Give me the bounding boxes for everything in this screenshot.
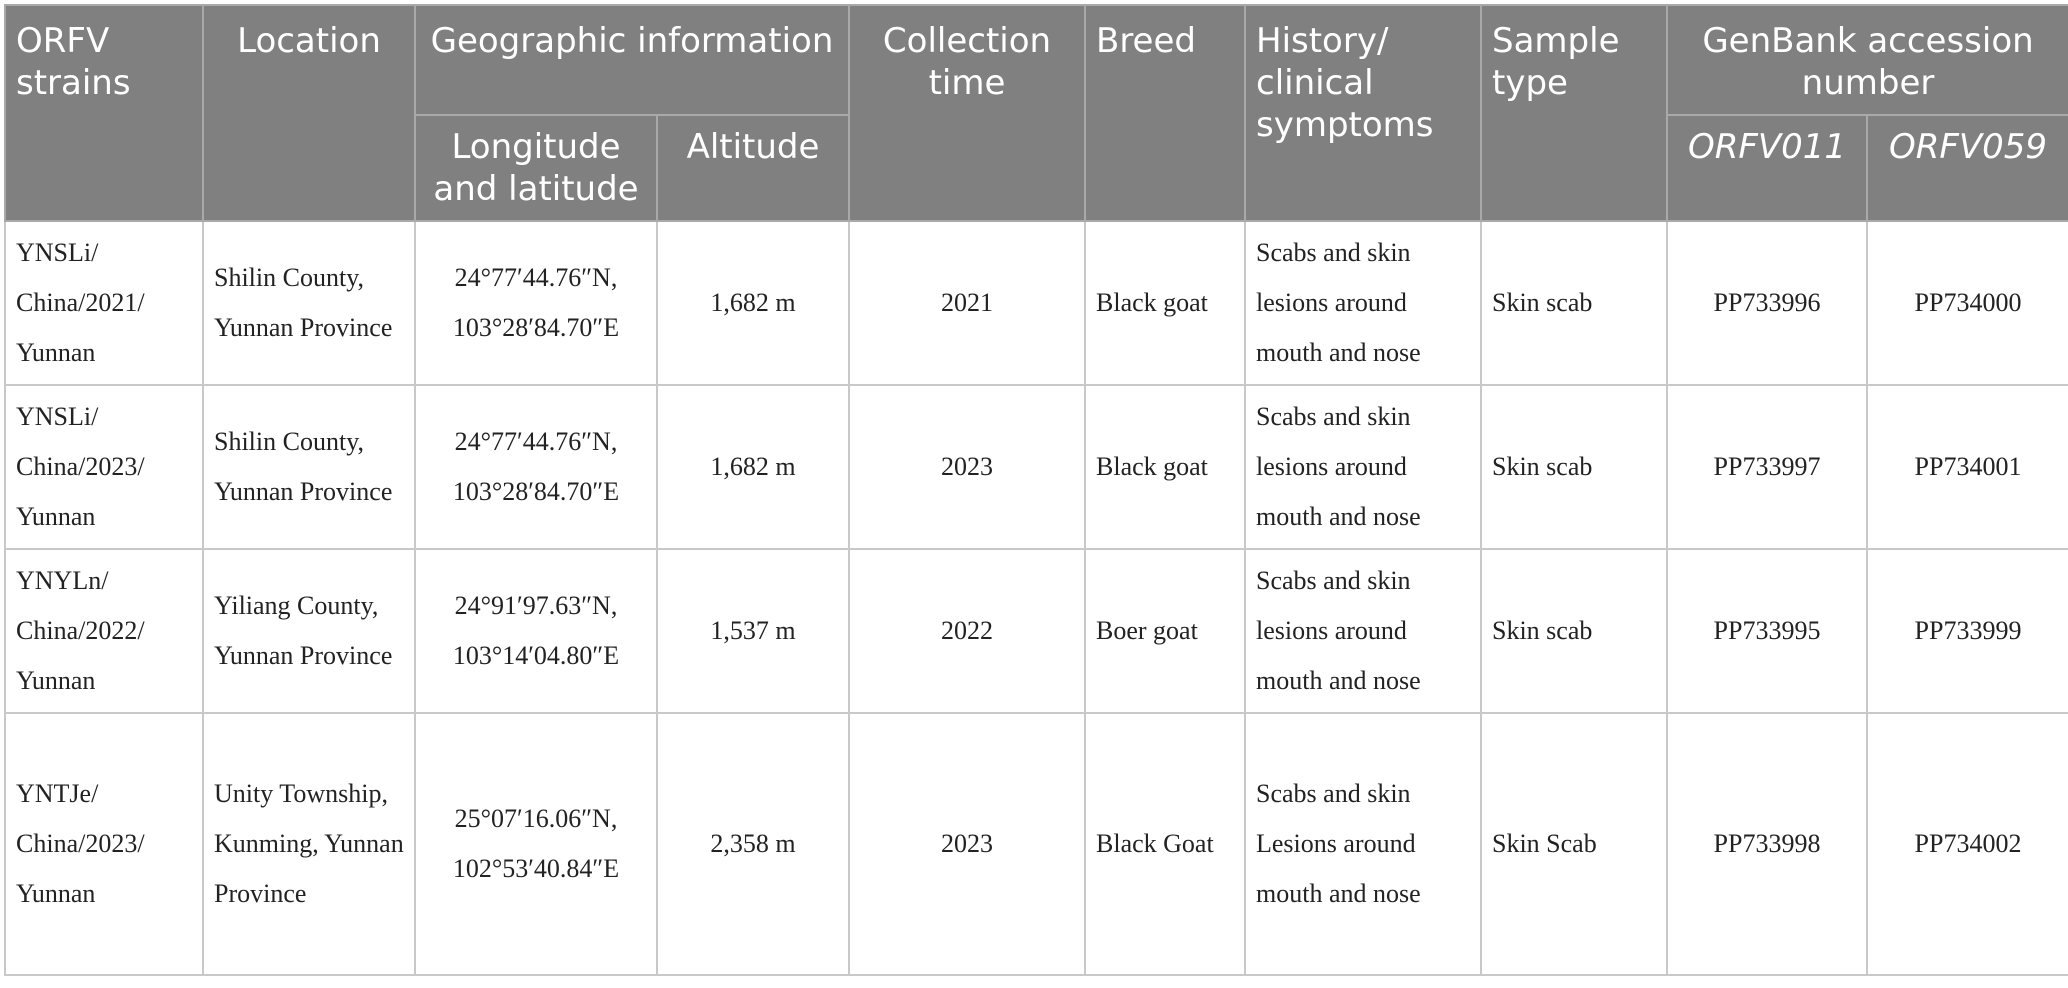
cell-history: Scabs and skin lesions around mouth and … (1244, 384, 1482, 550)
cell-orfv011: PP733996 (1666, 220, 1868, 386)
orfv-strains-table: ORFV strains Location Geographic informa… (4, 4, 2068, 976)
cell-lonlat: 24°77′44.76″N, 103°28′84.70″E (414, 384, 658, 550)
header-genbank: GenBank accession number (1665, 4, 2068, 116)
header-row-2: Longitude and latitude Altitude ORFV011 … (5, 114, 2068, 222)
cell-location: Unity Township, Kunming, Yunnan Province (202, 712, 416, 976)
header-collection-time: Collection time (848, 4, 1086, 222)
header-longitude-latitude: Longitude and latitude (414, 114, 658, 222)
cell-strain: YNTJe/ China/2023/ Yunnan (4, 712, 204, 976)
cell-history: Scabs and skin Lesions around mouth and … (1244, 712, 1482, 976)
cell-collection-time: 2023 (848, 384, 1086, 550)
cell-orfv059: PP734002 (1865, 712, 2068, 976)
cell-location: Yiliang County, Yunnan Province (202, 548, 416, 714)
cell-sample-type: Skin scab (1480, 548, 1668, 714)
cell-lonlat: 25°07′16.06″N, 102°53′40.84″E (414, 712, 658, 976)
cell-sample-type: Skin Scab (1480, 712, 1668, 976)
cell-sample-type: Skin scab (1480, 384, 1668, 550)
cell-collection-time: 2022 (848, 548, 1086, 714)
cell-location: Shilin County, Yunnan Province (202, 384, 416, 550)
cell-orfv011: PP733995 (1666, 548, 1868, 714)
cell-orfv011: PP733998 (1666, 712, 1868, 976)
cell-altitude: 1,682 m (656, 220, 850, 386)
cell-history: Scabs and skin lesions around mouth and … (1244, 220, 1482, 386)
cell-altitude: 1,682 m (656, 384, 850, 550)
header-geographic-information: Geographic information (414, 4, 850, 116)
header-orfv011: ORFV011 (1666, 114, 1868, 222)
header-orfv059: ORFV059 (1865, 114, 2068, 222)
cell-strain: YNYLn/ China/2022/ Yunnan (4, 548, 204, 714)
header-altitude: Altitude (656, 114, 850, 222)
cell-breed: Boer goat (1084, 548, 1246, 714)
cell-lonlat: 24°91′97.63″N, 103°14′04.80″E (414, 548, 658, 714)
cell-collection-time: 2021 (848, 220, 1086, 386)
header-sample-type: Sample type (1480, 4, 1668, 222)
cell-collection-time: 2023 (848, 712, 1086, 976)
cell-lonlat: 24°77′44.76″N, 103°28′84.70″E (414, 220, 658, 386)
cell-history: Scabs and skin lesions around mouth and … (1244, 548, 1482, 714)
cell-orfv011: PP733997 (1666, 384, 1868, 550)
cell-breed: Black Goat (1084, 712, 1246, 976)
header-breed: Breed (1084, 4, 1246, 222)
table-row: YNSLi/ China/2021/ Yunnan Shilin County,… (4, 220, 2068, 386)
cell-location: Shilin County, Yunnan Province (202, 220, 416, 386)
cell-strain: YNSLi/ China/2023/ Yunnan (4, 384, 204, 550)
cell-orfv059: PP733999 (1865, 548, 2068, 714)
header-strains: ORFV strains (4, 4, 204, 222)
header-location: Location (202, 4, 416, 222)
header-history: History/ clinical symptoms (1244, 4, 1482, 222)
cell-altitude: 2,358 m (656, 712, 850, 976)
cell-sample-type: Skin scab (1480, 220, 1668, 386)
cell-breed: Black goat (1084, 220, 1246, 386)
cell-orfv059: PP734000 (1865, 220, 2068, 386)
cell-breed: Black goat (1084, 384, 1246, 550)
cell-strain: YNSLi/ China/2021/ Yunnan (4, 220, 204, 386)
table-row: YNTJe/ China/2023/ Yunnan Unity Township… (4, 712, 2068, 976)
cell-orfv059: PP734001 (1865, 384, 2068, 550)
table-row: YNSLi/ China/2023/ Yunnan Shilin County,… (4, 384, 2068, 550)
table-row: YNYLn/ China/2022/ Yunnan Yiliang County… (4, 548, 2068, 714)
header-row-1: ORFV strains Location Geographic informa… (4, 4, 2068, 222)
cell-altitude: 1,537 m (656, 548, 850, 714)
